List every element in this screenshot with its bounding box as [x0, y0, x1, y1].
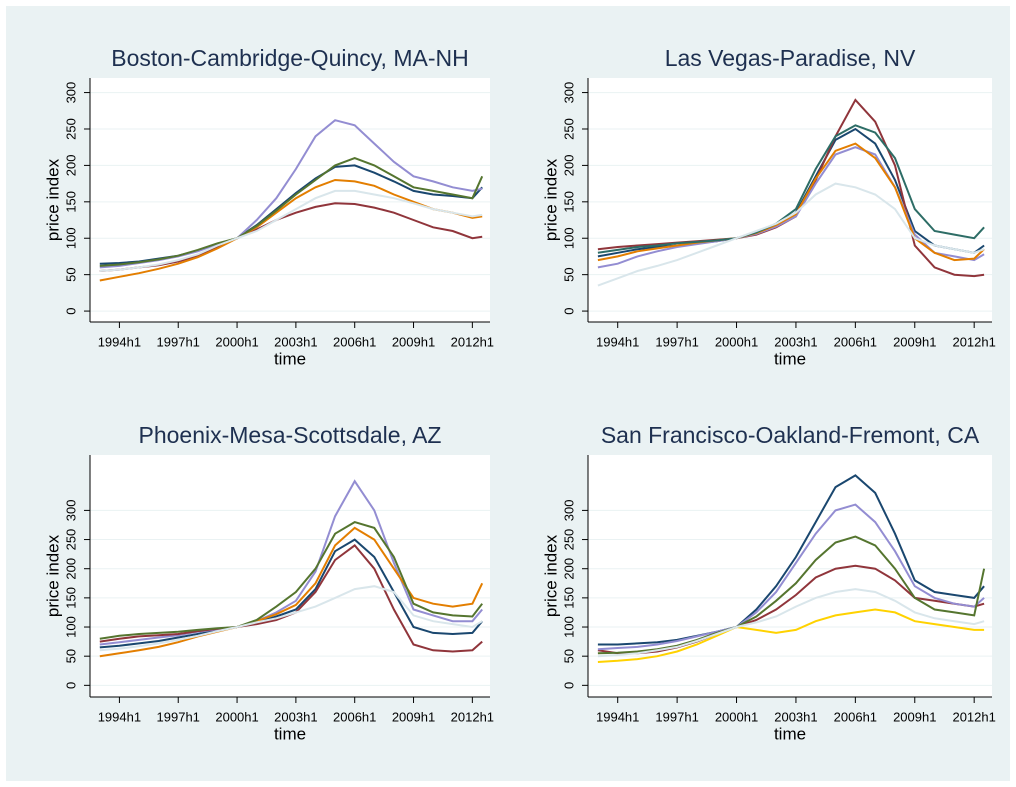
x-tick-label: 2003h1 [774, 709, 817, 724]
y-tick-label: 150 [561, 191, 576, 213]
x-tick-label: 2012h1 [952, 334, 995, 349]
line [99, 585, 483, 652]
chart-title: Boston-Cambridge-Quincy, MA-NH [111, 45, 468, 71]
x-tick-label: 1994h1 [596, 334, 639, 349]
line [99, 189, 483, 272]
line [597, 608, 985, 663]
y-tick-label: 0 [561, 307, 576, 314]
x-tick-label: 1997h1 [655, 334, 698, 349]
x-tick-label: 2009h1 [392, 709, 435, 724]
y-tick-label: 200 [63, 558, 78, 580]
x-tick-label: 2006h1 [333, 334, 376, 349]
panel: Las Vegas-Paradise, NV 0 50 100 150 200 250 300… [541, 45, 995, 368]
y-tick-label: 150 [63, 587, 78, 609]
line [597, 474, 985, 646]
x-tick-label: 2009h1 [893, 709, 936, 724]
line [597, 535, 986, 655]
x-axis-label: time [274, 724, 306, 743]
y-tick-label: 100 [561, 616, 576, 638]
x-tick-label: 2000h1 [715, 709, 758, 724]
y-tick-label: 150 [63, 191, 78, 213]
x-tick-label: 2003h1 [774, 334, 817, 349]
y-axis-label: price index [43, 158, 62, 241]
x-tick-label: 1997h1 [655, 709, 698, 724]
y-axis-label: price index [541, 534, 560, 617]
x-tick-label: 2009h1 [893, 334, 936, 349]
y-tick-label: 300 [63, 82, 78, 104]
y-tick-label: 250 [561, 529, 576, 551]
y-tick-label: 50 [561, 267, 576, 281]
line [597, 588, 985, 658]
y-tick-label: 50 [63, 267, 78, 281]
y-tick-label: 300 [561, 82, 576, 104]
line [99, 526, 484, 658]
x-tick-label: 2006h1 [834, 334, 877, 349]
line [597, 124, 985, 254]
plot-area [588, 78, 992, 322]
line [99, 521, 483, 640]
y-tick-label: 100 [561, 227, 576, 249]
x-tick-label: 2012h1 [952, 709, 995, 724]
y-tick-label: 250 [63, 118, 78, 140]
y-axis-label: price index [43, 534, 62, 617]
y-tick-label: 50 [63, 649, 78, 663]
x-tick-label: 1994h1 [98, 709, 141, 724]
x-tick-label: 2009h1 [392, 334, 435, 349]
x-tick-label: 1994h1 [98, 334, 141, 349]
x-tick-label: 2012h1 [451, 709, 494, 724]
y-tick-label: 0 [63, 307, 78, 314]
x-tick-label: 2012h1 [451, 334, 494, 349]
y-tick-label: 100 [63, 616, 78, 638]
panel: Boston-Cambridge-Quincy, MA-NH 0 50 100 150 2… [43, 45, 494, 368]
y-tick-label: 300 [63, 500, 78, 522]
y-tick-label: 200 [561, 558, 576, 580]
y-tick-label: 200 [561, 155, 576, 177]
line [597, 142, 985, 262]
chart-title: Phoenix-Mesa-Scottsdale, AZ [139, 422, 442, 448]
panel: Phoenix-Mesa-Scottsdale, AZ 0 50 100 150 200 2… [43, 422, 494, 743]
y-axis-label: price index [541, 158, 560, 241]
plot-area [90, 455, 490, 697]
line [597, 503, 985, 651]
y-tick-label: 100 [63, 227, 78, 249]
x-tick-label: 2003h1 [274, 709, 317, 724]
y-tick-label: 300 [561, 500, 576, 522]
line [99, 157, 484, 267]
x-axis-label: time [774, 349, 806, 368]
x-tick-label: 2000h1 [715, 334, 758, 349]
panel: San Francisco-Oakland-Fremont, CA 0 50 100 1… [541, 422, 995, 743]
y-tick-label: 50 [561, 649, 576, 663]
chart-title: Las Vegas-Paradise, NV [665, 45, 916, 71]
x-tick-label: 2006h1 [834, 709, 877, 724]
x-tick-label: 2006h1 [333, 709, 376, 724]
x-tick-label: 1994h1 [596, 709, 639, 724]
x-axis-label: time [774, 724, 806, 743]
x-tick-label: 2003h1 [274, 334, 317, 349]
y-tick-label: 0 [561, 682, 576, 689]
line [99, 479, 483, 646]
y-tick-label: 250 [561, 118, 576, 140]
x-axis-label: time [274, 349, 306, 368]
line [99, 538, 483, 649]
x-tick-label: 2000h1 [215, 334, 258, 349]
x-tick-label: 1997h1 [157, 709, 200, 724]
y-tick-label: 250 [63, 529, 78, 551]
line [597, 182, 985, 287]
plot-area [588, 455, 992, 697]
y-tick-label: 150 [561, 587, 576, 609]
x-tick-label: 2000h1 [215, 709, 258, 724]
x-tick-label: 1997h1 [157, 334, 200, 349]
y-tick-label: 200 [63, 155, 78, 177]
chart-title: San Francisco-Oakland-Fremont, CA [601, 422, 980, 448]
y-tick-label: 0 [63, 682, 78, 689]
